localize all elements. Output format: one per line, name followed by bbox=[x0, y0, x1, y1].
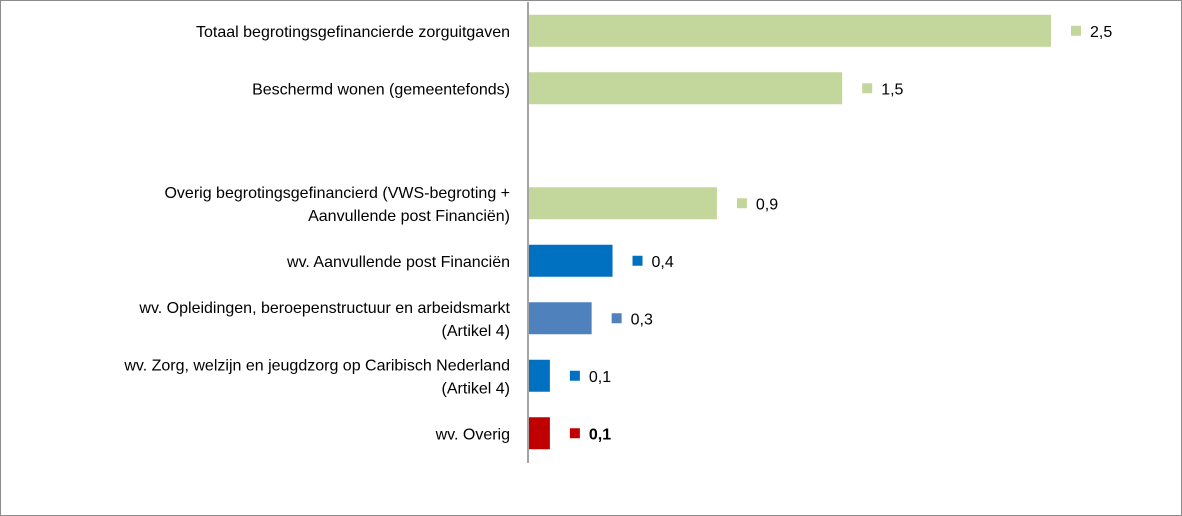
value-label-key bbox=[862, 83, 873, 94]
value-label: 0,9 bbox=[756, 196, 778, 213]
value-label-key bbox=[569, 370, 580, 381]
bar bbox=[529, 359, 550, 392]
category-label-line: (Artikel 4) bbox=[442, 380, 510, 397]
bar bbox=[529, 187, 717, 220]
category-label: wv. Opleidingen, beroepenstructuur en ar… bbox=[138, 300, 510, 340]
category-label: wv. Zorg, welzijn en jeugdzorg op Caribi… bbox=[123, 357, 510, 397]
category-label: Beschermd wonen (gemeentefonds) bbox=[252, 81, 510, 98]
bar bbox=[529, 417, 550, 450]
category-label-line: wv. Zorg, welzijn en jeugdzorg op Caribi… bbox=[123, 357, 510, 374]
category-label: Totaal begrotingsgefinancierde zorguitga… bbox=[196, 24, 510, 41]
bar bbox=[529, 72, 843, 105]
value-label-key bbox=[632, 255, 643, 266]
value-label-key bbox=[611, 313, 622, 324]
category-label: wv. Overig bbox=[435, 426, 510, 443]
bar bbox=[529, 302, 592, 335]
value-label-key bbox=[569, 428, 580, 439]
category-label: wv. Aanvullende post Financiën bbox=[286, 254, 510, 271]
value-label: 0,1 bbox=[589, 426, 611, 443]
value-labels-group: 2,5 1,5 0,9 0,4 0,3 0,1 0,1 bbox=[569, 24, 1112, 443]
category-labels-group: Totaal begrotingsgefinancierde zorguitga… bbox=[123, 24, 510, 444]
category-label-line: Aanvullende post Financiën) bbox=[308, 208, 510, 225]
category-label-line: (Artikel 4) bbox=[442, 323, 510, 340]
category-label-line: wv. Opleidingen, beroepenstructuur en ar… bbox=[138, 300, 510, 317]
value-label: 0,1 bbox=[589, 369, 611, 386]
value-label: 2,5 bbox=[1090, 24, 1112, 41]
category-label-line: Beschermd wonen (gemeentefonds) bbox=[252, 81, 510, 98]
value-label-key bbox=[736, 198, 747, 209]
category-label-line: wv. Overig bbox=[435, 426, 510, 443]
bar bbox=[529, 244, 613, 277]
category-label: Overig begrotingsgefinancierd (VWS-begro… bbox=[164, 185, 510, 225]
value-label: 0,3 bbox=[631, 311, 653, 328]
value-label: 1,5 bbox=[881, 81, 903, 98]
category-label-line: Totaal begrotingsgefinancierde zorguitga… bbox=[196, 24, 510, 41]
category-label-line: Overig begrotingsgefinancierd (VWS-begro… bbox=[164, 185, 510, 202]
value-label-key bbox=[1071, 25, 1081, 36]
value-label: 0,4 bbox=[652, 254, 674, 271]
bars-group bbox=[529, 14, 1051, 450]
category-label-line: wv. Aanvullende post Financiën bbox=[286, 254, 510, 271]
bar bbox=[529, 14, 1051, 47]
